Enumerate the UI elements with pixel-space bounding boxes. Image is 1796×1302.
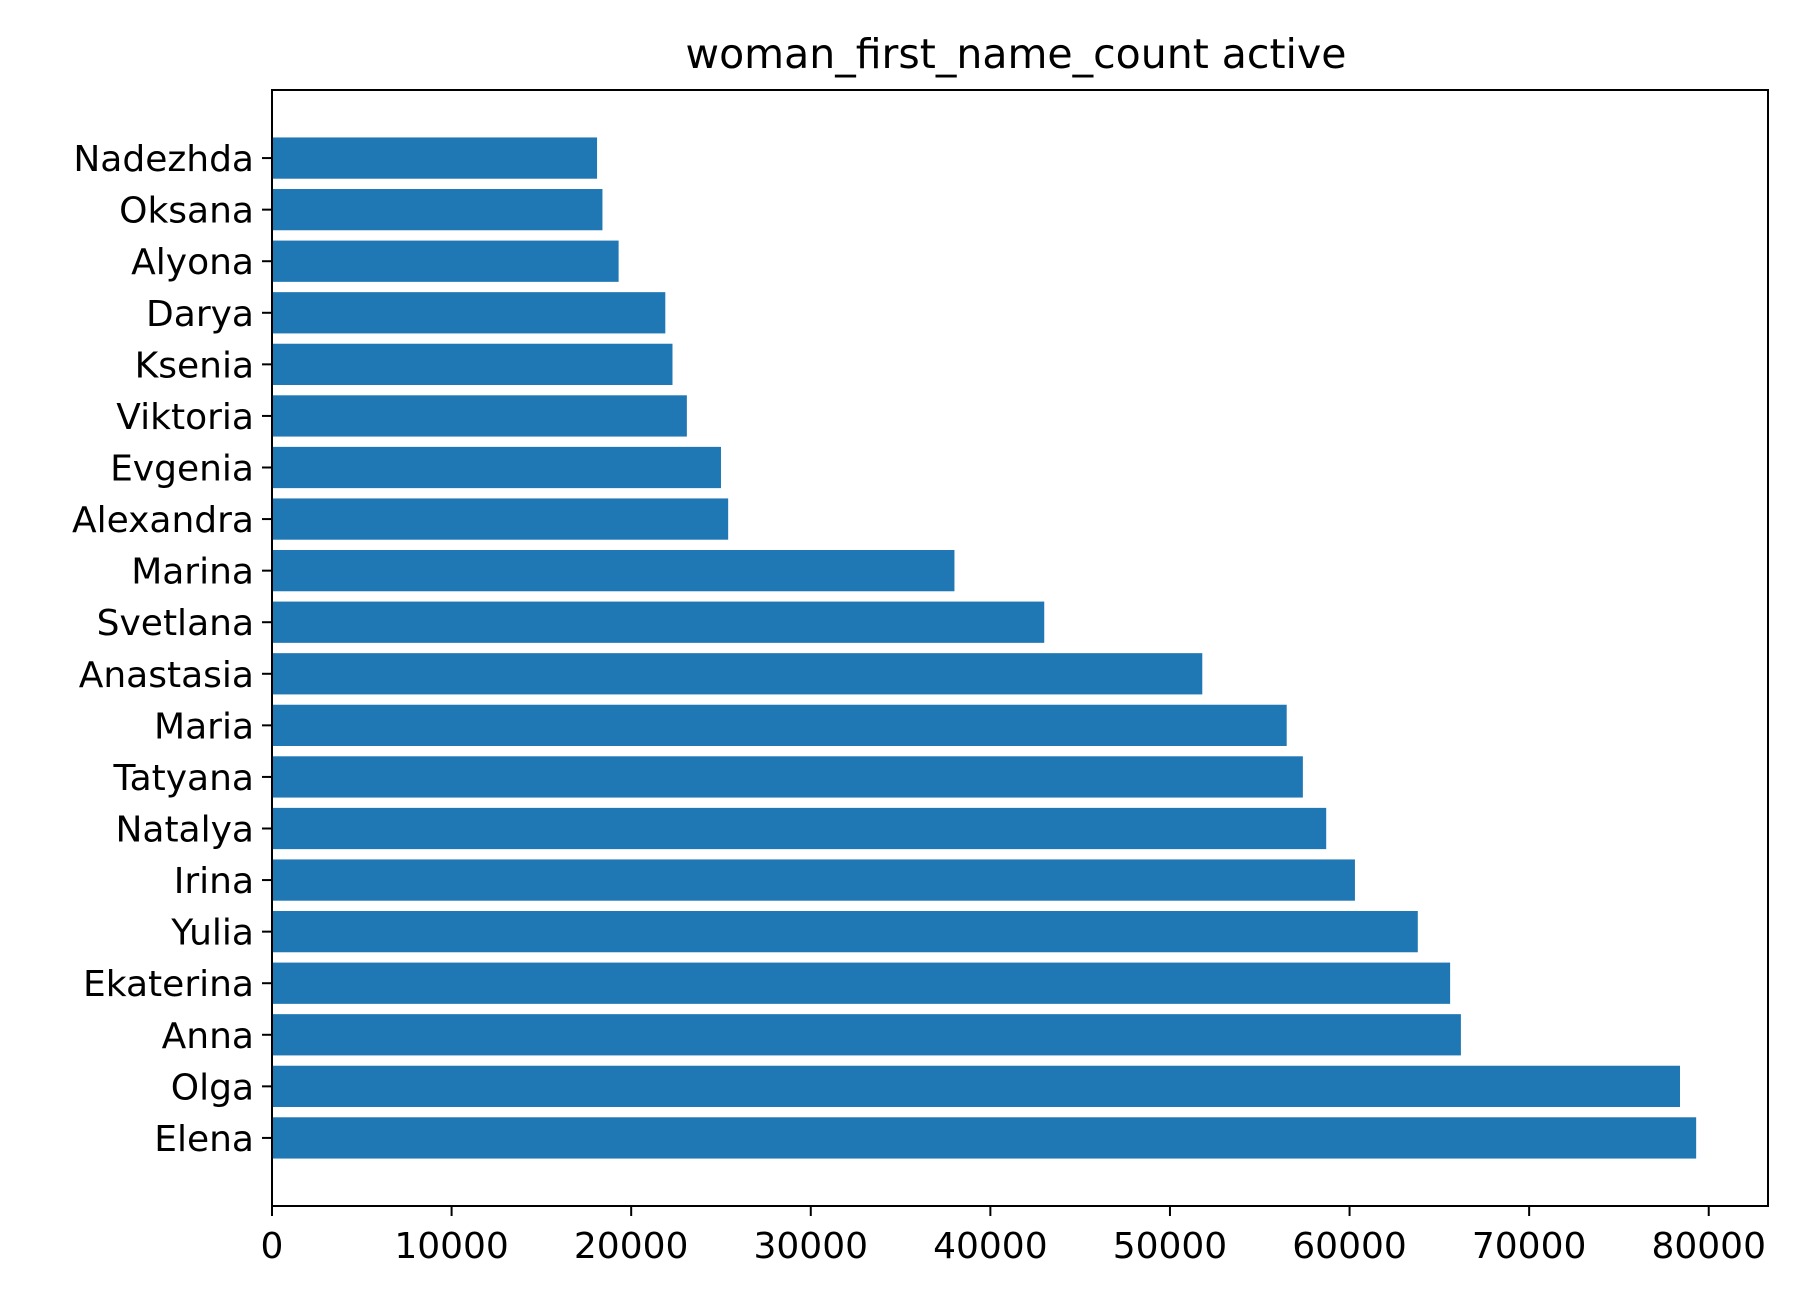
bar-olga [272,1065,1680,1107]
bar-nadezhda [272,137,598,179]
y-tick-label: Alyona [131,242,254,283]
y-tick-label: Alexandra [72,500,254,541]
bar-alyona [272,240,619,282]
bar-anastasia [272,653,1203,695]
y-tick-label: Ksenia [135,345,254,386]
y-tick-label: Svetlana [97,603,254,644]
bar-elena [272,1117,1697,1159]
y-tick-label: Marina [131,552,254,593]
x-tick-label: 20000 [574,1226,689,1267]
x-tick-label: 60000 [1292,1226,1407,1267]
x-tick-label: 10000 [394,1226,509,1267]
y-tick-label: Viktoria [116,397,254,438]
x-axis: 0 10000 20000 30000 40000 50000 60000 70000 8000… [261,1206,1766,1267]
x-tick-label: 30000 [754,1226,869,1267]
bar-irina [272,859,1355,901]
bar-alexandra [272,498,729,540]
x-tick-label: 70000 [1472,1226,1587,1267]
bar-viktoria [272,395,687,437]
y-tick-label: Maria [154,706,254,747]
y-tick-label: Evgenia [110,449,254,490]
chart-title: woman_first_name_count active [686,30,1347,78]
plot-frame [271,89,1769,1207]
y-tick-label: Tatyana [113,758,254,799]
bar-marina [272,550,955,592]
y-tick-label: Irina [174,861,254,902]
y-tick-label: Natalya [115,809,254,850]
bars-group [272,137,1697,1159]
y-tick-label: Ekaterina [83,964,254,1005]
y-tick-label: Anastasia [79,655,254,696]
bar-maria [272,704,1287,746]
x-tick-label: 50000 [1113,1226,1228,1267]
bar-oksana [272,189,603,231]
y-tick-label: Elena [154,1119,254,1160]
bar-tatyana [272,756,1303,798]
y-tick-label: Anna [162,1016,254,1057]
y-tick-label: Nadezhda [73,139,254,180]
y-tick-label: Olga [171,1067,254,1108]
bar-ksenia [272,343,673,385]
x-tick-label: 80000 [1651,1226,1766,1267]
bar-evgenia [272,446,721,489]
bar-darya [272,292,666,334]
y-axis: Elena Olga Anna Ekaterina Yulia Irina Natalya T… [72,139,272,1160]
bar-yulia [272,911,1418,953]
x-tick-label: 0 [261,1226,284,1267]
y-tick-label: Darya [146,294,254,335]
y-tick-label: Yulia [170,913,254,954]
bar-natalya [272,807,1327,850]
y-tick-label: Oksana [119,191,254,232]
bar-anna [272,1014,1461,1056]
x-tick-label: 40000 [933,1226,1048,1267]
bar-ekaterina [272,962,1451,1004]
bar-svetlana [272,601,1045,643]
